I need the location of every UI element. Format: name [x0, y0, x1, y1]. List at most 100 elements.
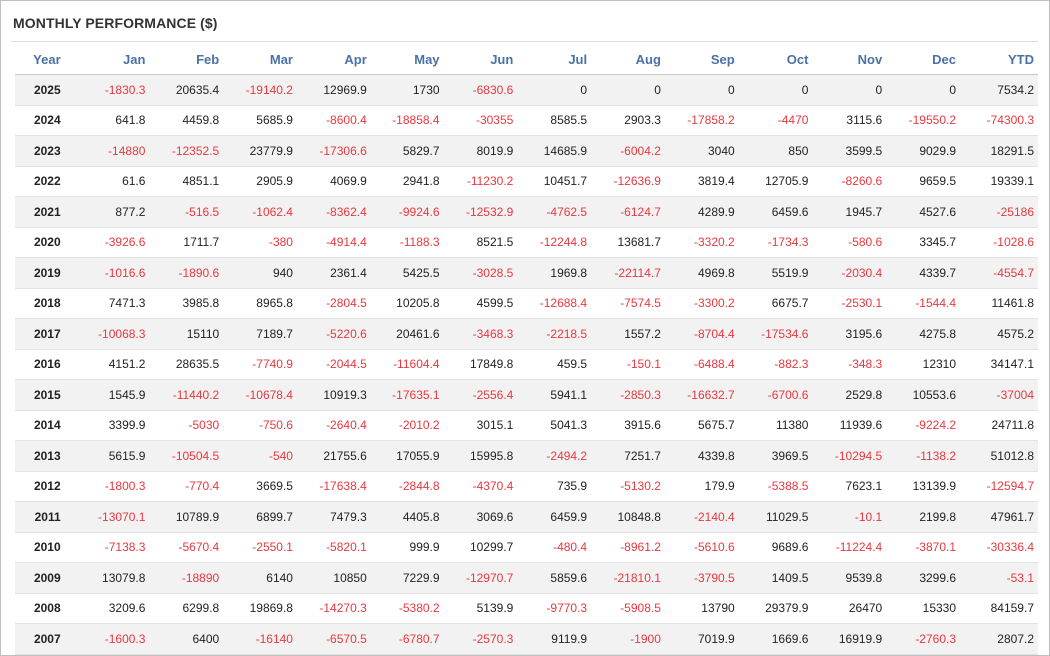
month-cell: 3209.6: [75, 593, 150, 624]
month-cell: 9689.6: [738, 532, 813, 563]
month-cell: 3299.6: [886, 562, 961, 594]
month-cell: -2494.2: [517, 440, 592, 472]
month-cell: 11029.5: [738, 501, 813, 533]
month-cell: -12244.8: [517, 227, 592, 258]
month-cell: -6570.5: [296, 623, 371, 655]
month-cell: -16632.7: [664, 379, 739, 411]
month-cell: 5829.7: [370, 135, 444, 167]
month-cell: 3599.5: [812, 135, 887, 167]
month-cell: -2030.4: [812, 257, 887, 289]
month-cell: -480.4: [517, 532, 592, 563]
month-cell: 4151.2: [75, 349, 150, 380]
month-cell: -2570.3: [443, 623, 518, 655]
month-cell: 0: [812, 74, 887, 106]
month-cell: 2361.4: [296, 257, 371, 289]
year-cell: 2019: [15, 257, 76, 289]
month-cell: -10504.5: [149, 440, 224, 472]
month-cell: 3985.8: [149, 288, 224, 319]
month-cell: -2556.4: [443, 379, 518, 411]
month-cell: 2905.9: [223, 166, 297, 197]
ytd-cell: 47961.7: [960, 501, 1038, 533]
ytd-cell: 51012.8: [960, 440, 1038, 472]
table-row: 2022 61.6 4851.1 2905.9 4069.9 2941.8 -11230.2…: [15, 166, 1038, 197]
month-cell: 6140: [223, 562, 297, 594]
table-row: 2017 -10068.3 15110 7189.7 -5220.6 20461.6 -34…: [15, 318, 1038, 350]
month-cell: -8600.4: [296, 105, 371, 136]
month-cell: 3915.6: [591, 410, 665, 441]
month-cell: -5388.5: [738, 471, 813, 502]
month-cell: 15995.8: [443, 440, 518, 472]
month-cell: 10553.6: [886, 379, 961, 411]
table-row: 2014 3399.9 -5030 -750.6 -2640.4 -2010.2 3015.…: [15, 410, 1038, 441]
month-cell: -1544.4: [886, 288, 961, 319]
month-cell: 7229.9: [370, 562, 444, 594]
month-cell: -6780.7: [370, 623, 444, 655]
month-cell: 2903.3: [591, 105, 665, 136]
month-cell: 17055.9: [370, 440, 444, 472]
month-cell: -1900: [591, 623, 665, 655]
month-cell: -4470: [738, 105, 813, 136]
month-cell: 459.5: [517, 349, 592, 380]
column-header-aug: Aug: [591, 44, 665, 75]
month-cell: -2804.5: [296, 288, 371, 319]
month-cell: -4370.4: [443, 471, 518, 502]
month-cell: -18890: [149, 562, 224, 594]
ytd-cell: 18291.5: [960, 135, 1038, 167]
month-cell: -2850.3: [591, 379, 665, 411]
month-cell: -6004.2: [591, 135, 665, 167]
month-cell: -10294.5: [812, 440, 887, 472]
month-cell: 4599.5: [443, 288, 518, 319]
ytd-cell: 84159.7: [960, 593, 1038, 624]
month-cell: 1669.6: [738, 623, 813, 655]
month-cell: 11939.6: [812, 410, 887, 441]
month-cell: -1890.6: [149, 257, 224, 289]
month-cell: -7138.3: [75, 532, 150, 563]
table-row: 2019 -1016.6 -1890.6 940 2361.4 5425.5 -3028.5…: [15, 257, 1038, 289]
ytd-cell: -74300.3: [960, 105, 1038, 136]
month-cell: 29379.9: [738, 593, 813, 624]
month-cell: -2044.5: [296, 349, 371, 380]
month-cell: 8965.8: [223, 288, 297, 319]
column-header-jul: Jul: [517, 44, 592, 75]
table-row: 2016 4151.2 28635.5 -7740.9 -2044.5 -11604.4 1…: [15, 349, 1038, 380]
ytd-cell: 11461.8: [960, 288, 1038, 319]
month-cell: -1800.3: [75, 471, 150, 502]
year-cell: 2015: [15, 379, 76, 411]
year-cell: 2024: [15, 105, 76, 136]
month-cell: 14685.9: [517, 135, 592, 167]
month-cell: -540: [223, 440, 297, 472]
month-cell: -5380.2: [370, 593, 444, 624]
month-cell: -11604.4: [370, 349, 444, 380]
month-cell: 6299.8: [149, 593, 224, 624]
month-cell: -750.6: [223, 410, 297, 441]
ytd-cell: 4575.2: [960, 318, 1038, 350]
month-cell: 8521.5: [443, 227, 518, 258]
month-cell: -10068.3: [75, 318, 150, 350]
ytd-cell: -12594.7: [960, 471, 1038, 502]
month-cell: -9224.2: [886, 410, 961, 441]
column-header-jan: Jan: [75, 44, 150, 75]
column-header-mar: Mar: [223, 44, 297, 75]
month-cell: 4339.8: [664, 440, 739, 472]
month-cell: -17858.2: [664, 105, 739, 136]
month-cell: -10.1: [812, 501, 887, 533]
table-row: 2020 -3926.6 1711.7 -380 -4914.4 -1188.3 8521.…: [15, 227, 1038, 258]
table-row: 2023 -14880 -12352.5 23779.9 -17306.6 5829.7 8…: [15, 135, 1038, 167]
month-cell: 6459.9: [517, 501, 592, 533]
month-cell: -1138.2: [886, 440, 961, 472]
month-cell: 20635.4: [149, 74, 224, 106]
table-row: 2011 -13070.1 10789.9 6899.7 7479.3 4405.8 306…: [15, 501, 1038, 533]
month-cell: -13070.1: [75, 501, 150, 533]
month-cell: 0: [738, 74, 813, 106]
month-cell: 12705.9: [738, 166, 813, 197]
month-cell: 1730: [370, 74, 444, 106]
month-cell: -11230.2: [443, 166, 518, 197]
table-body: 2025 -1830.3 20635.4 -19140.2 12969.9 1730 -68…: [15, 74, 1038, 655]
month-cell: 735.9: [517, 471, 592, 502]
table-row: 2009 13079.8 -18890 6140 10850 7229.9 -12970.7…: [15, 562, 1038, 594]
month-cell: 2199.8: [886, 501, 961, 533]
month-cell: 5425.5: [370, 257, 444, 289]
month-cell: 28635.5: [149, 349, 224, 380]
month-cell: -5670.4: [149, 532, 224, 563]
month-cell: -5820.1: [296, 532, 371, 563]
